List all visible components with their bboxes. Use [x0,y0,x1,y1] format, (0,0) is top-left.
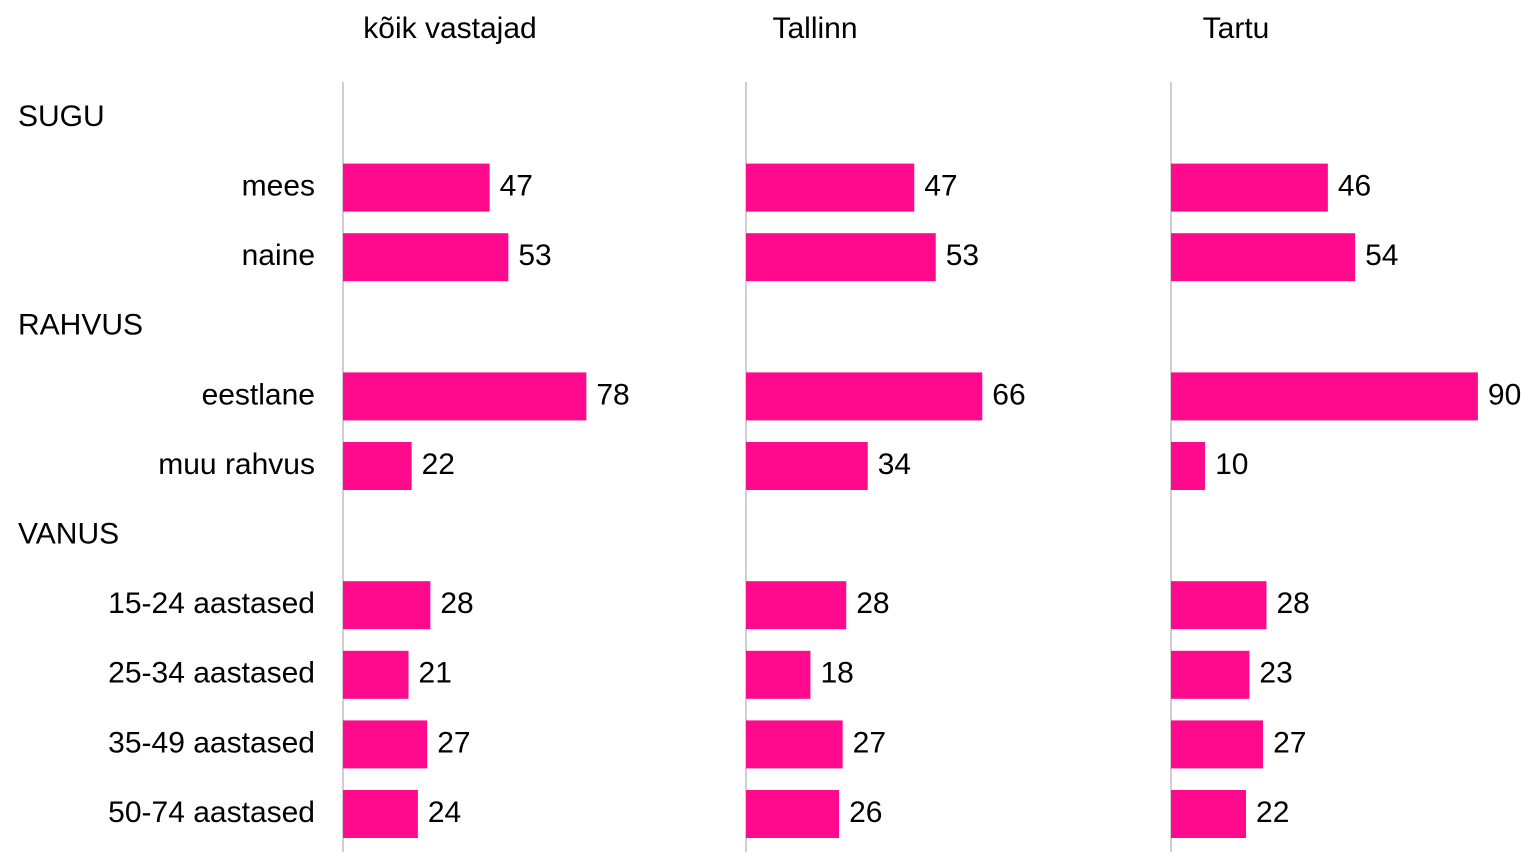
bar [746,233,936,282]
bar [746,163,915,212]
category-label: naine [242,239,315,272]
data-label: 28 [856,587,889,620]
bar [746,650,811,699]
bar [1171,163,1328,212]
bar [343,442,412,490]
panel-title: Tallinn [772,12,857,45]
bar [746,790,840,838]
bar [746,372,983,421]
data-label: 18 [820,657,853,690]
data-label: 47 [500,170,533,203]
data-label: 34 [878,448,911,481]
data-label: 27 [437,726,470,759]
data-label: 22 [1256,796,1289,829]
bar [1171,720,1264,769]
data-label: 66 [992,378,1025,411]
data-label: 90 [1488,378,1521,411]
data-label: 28 [440,587,473,620]
bar [1171,650,1250,699]
panel-title: kõik vastajad [363,12,536,45]
group-label: VANUS [18,518,119,551]
data-label: 47 [924,170,957,203]
category-label: mees [242,170,315,203]
data-label: 10 [1215,448,1248,481]
bar [343,720,428,769]
bar [343,790,418,838]
bar [343,650,409,699]
panel-title: Tartu [1203,12,1270,45]
category-label: 50-74 aastased [108,796,315,829]
bar [1171,442,1206,490]
bar [746,581,847,630]
bar [1171,581,1267,630]
category-label: eestlane [202,378,315,411]
bar [1171,233,1356,282]
data-label: 23 [1259,657,1292,690]
data-label: 53 [518,239,551,272]
data-label: 22 [422,448,455,481]
bar [746,442,868,490]
bar [1171,790,1247,838]
bar [343,372,587,421]
category-label: 15-24 aastased [108,587,315,620]
bar [343,163,490,212]
category-label: 25-34 aastased [108,657,315,690]
data-label: 28 [1276,587,1309,620]
group-label: SUGU [18,100,105,133]
bar [343,233,509,282]
bar [1171,372,1478,421]
data-label: 46 [1338,170,1371,203]
bar [343,581,431,630]
bar [746,720,843,769]
data-label: 27 [1273,726,1306,759]
data-label: 53 [946,239,979,272]
data-label: 26 [849,796,882,829]
data-label: 24 [428,796,461,829]
category-label: muu rahvus [158,448,315,481]
group-label: RAHVUS [18,309,143,342]
category-label: 35-49 aastased [108,726,315,759]
data-label: 54 [1365,239,1398,272]
data-label: 78 [596,378,629,411]
data-label: 21 [419,657,452,690]
data-label: 27 [853,726,886,759]
